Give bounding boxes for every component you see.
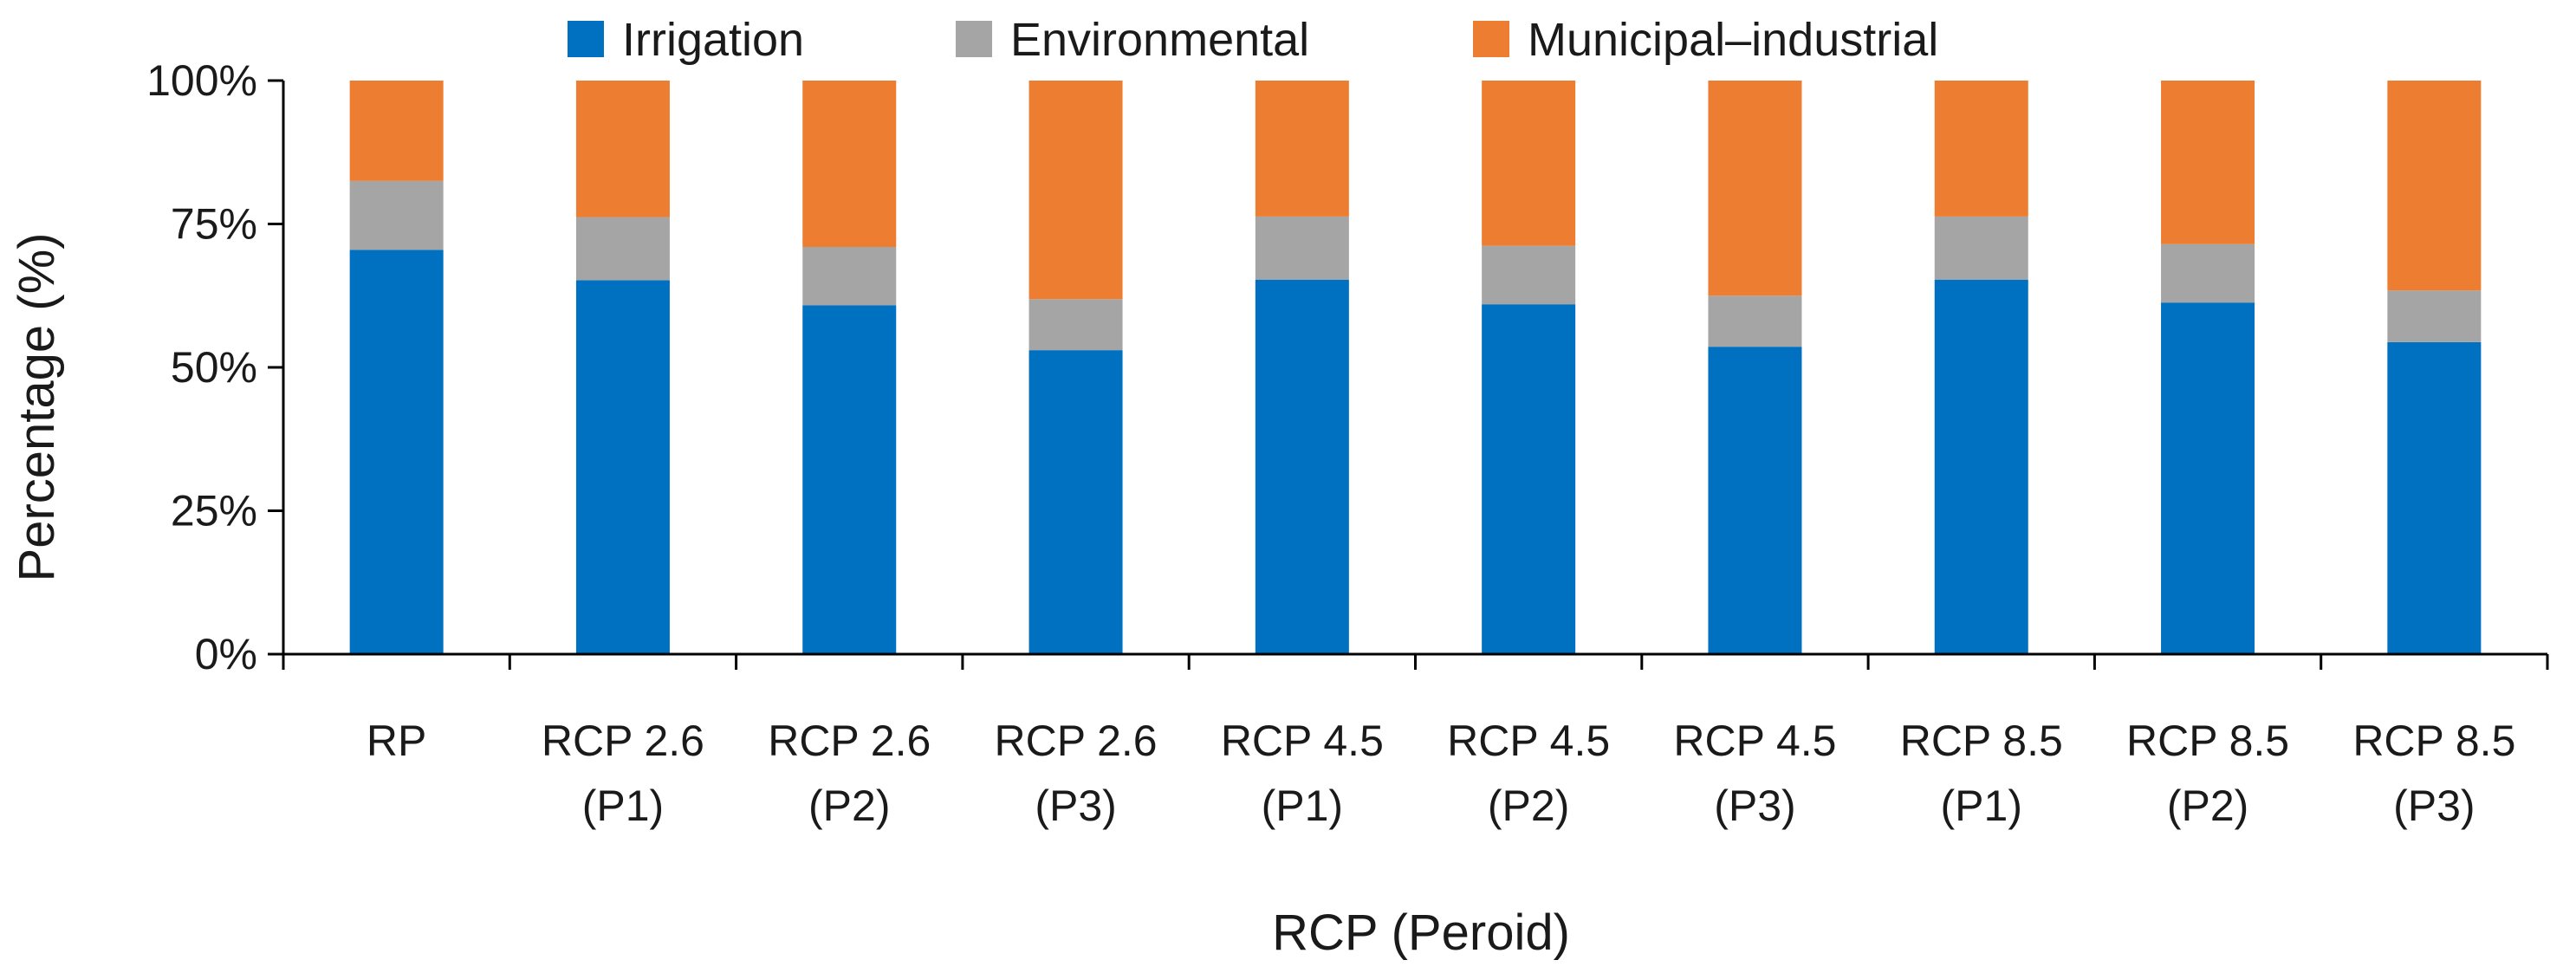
x-category-label: (P2) xyxy=(2167,782,2248,830)
x-category-label: RCP 4.5 xyxy=(1447,717,1610,765)
bar-segment-municipal-industrial xyxy=(1028,81,1123,300)
bar-segment-municipal-industrial xyxy=(1934,81,2028,217)
bar-segment-irrigation xyxy=(1934,279,2028,654)
x-category-label: (P3) xyxy=(1035,782,1116,830)
y-tick-label: 75% xyxy=(171,200,257,249)
bar-segment-municipal-industrial xyxy=(1255,81,1349,217)
x-category-label: (P2) xyxy=(808,782,890,830)
x-category-label: (P1) xyxy=(582,782,664,830)
bar-segment-irrigation xyxy=(1482,304,1576,654)
x-category-label: RP xyxy=(367,717,426,765)
bar-segment-environmental xyxy=(1255,216,1349,280)
legend-swatch xyxy=(1473,21,1509,57)
x-category-label: RCP 4.5 xyxy=(1673,717,1836,765)
x-category-label: RCP 8.5 xyxy=(1900,717,2063,765)
bar-segment-environmental xyxy=(1482,245,1576,305)
bars xyxy=(349,81,2482,654)
bar-segment-municipal-industrial xyxy=(1482,81,1576,246)
bar-segment-irrigation xyxy=(802,305,897,654)
bar-segment-irrigation xyxy=(2161,302,2255,654)
y-tick-label: 0% xyxy=(195,630,257,678)
y-tick-label: 50% xyxy=(171,343,257,392)
legend-swatch xyxy=(956,21,992,57)
x-axis-title: RCP (Peroid) xyxy=(1272,905,1570,961)
bar-segment-municipal-industrial xyxy=(349,81,444,181)
x-category-label: RCP 2.6 xyxy=(995,717,1158,765)
x-category-label: RCP 2.6 xyxy=(768,717,931,765)
bar-segment-irrigation xyxy=(575,280,670,654)
x-category-label: RCP 4.5 xyxy=(1221,717,1384,765)
x-category-label: (P1) xyxy=(1941,782,2022,830)
bar-segment-municipal-industrial xyxy=(2387,81,2482,291)
bar-segment-municipal-industrial xyxy=(802,81,897,247)
y-axis: 0% 25% 50% 75% 100% xyxy=(146,56,285,678)
bar-segment-municipal-industrial xyxy=(1708,81,1802,296)
bar-segment-environmental xyxy=(802,246,897,306)
x-category-label: (P3) xyxy=(2393,782,2475,830)
bar-segment-irrigation xyxy=(1708,347,1802,654)
legend-label: Municipal–industrial xyxy=(1528,14,1938,66)
bar-segment-environmental xyxy=(1708,295,1802,347)
legend: Irrigation Environmental Municipal–industr… xyxy=(568,14,1938,66)
bar-segment-irrigation xyxy=(2387,341,2482,654)
bar-segment-municipal-industrial xyxy=(2161,81,2255,244)
y-tick-label: 25% xyxy=(171,487,257,535)
bar-segment-environmental xyxy=(575,217,670,281)
x-category-label: (P2) xyxy=(1488,782,1569,830)
y-axis-title: Percentage (%) xyxy=(9,233,65,582)
legend-label: Irrigation xyxy=(622,14,804,66)
x-axis: RP RCP 2.6 (P1) RCP 2.6 (P2) RCP 2.6 (P3) RCP 4… xyxy=(282,652,2549,830)
bar-segment-environmental xyxy=(2387,290,2482,342)
legend-swatch xyxy=(568,21,604,57)
bar-segment-environmental xyxy=(1934,216,2028,280)
bar-segment-environmental xyxy=(1028,299,1123,351)
bar-segment-environmental xyxy=(2161,243,2255,303)
y-tick-label: 100% xyxy=(146,56,257,105)
bar-segment-irrigation xyxy=(1255,279,1349,654)
x-category-label: RCP 8.5 xyxy=(2352,717,2515,765)
bar-segment-irrigation xyxy=(349,250,444,654)
bar-segment-environmental xyxy=(349,180,444,250)
bar-segment-municipal-industrial xyxy=(575,81,670,217)
x-category-label: (P3) xyxy=(1714,782,1795,830)
bar-segment-irrigation xyxy=(1028,350,1123,654)
legend-label: Environmental xyxy=(1010,14,1309,66)
x-category-label: (P1) xyxy=(1262,782,1343,830)
x-category-label: RCP 2.6 xyxy=(542,717,704,765)
x-category-label: RCP 8.5 xyxy=(2126,717,2289,765)
